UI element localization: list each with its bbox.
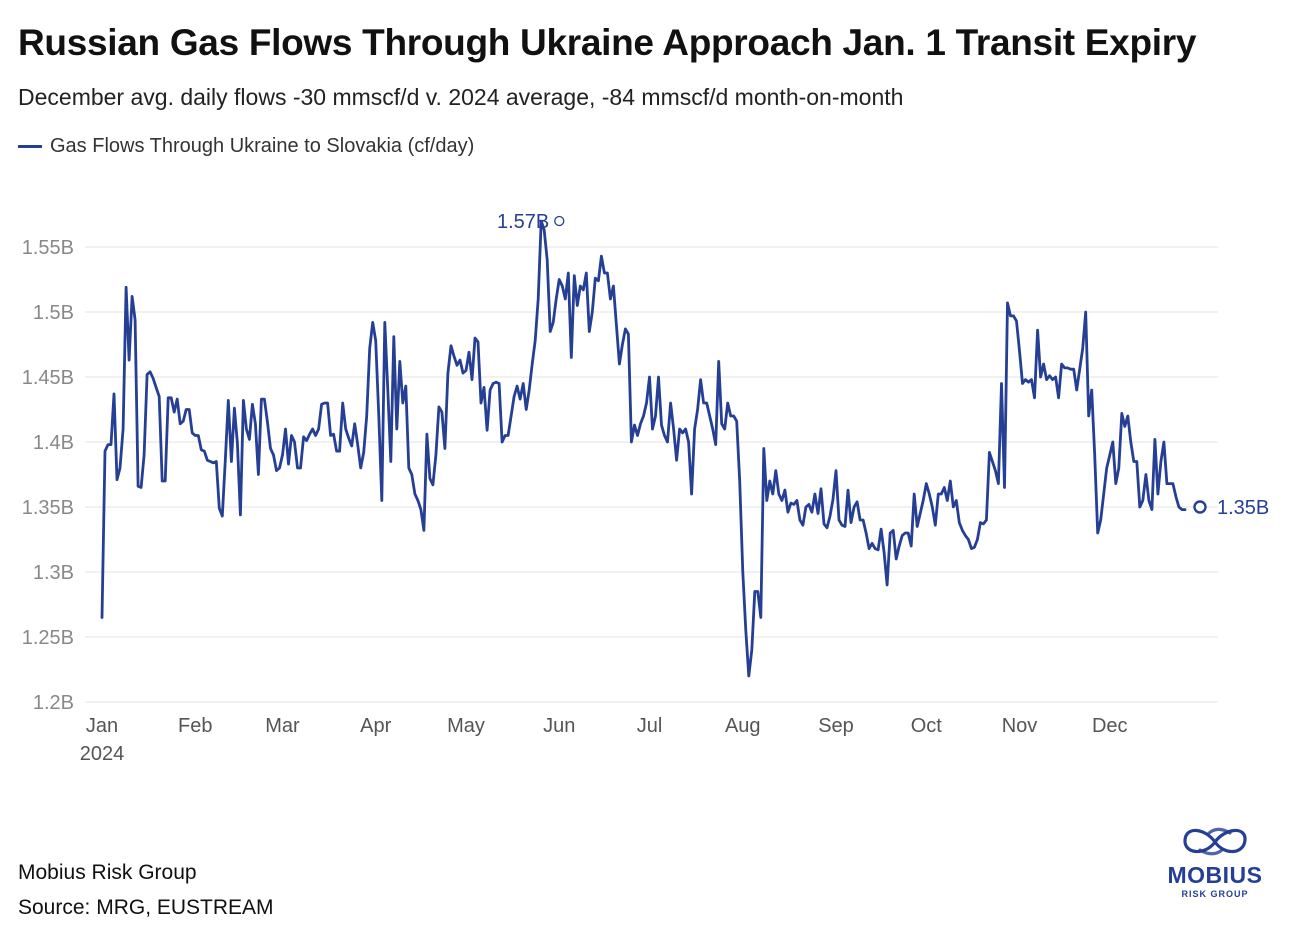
y-tick-label: 1.35B [22,497,74,519]
y-axis: 1.2B 1.25B 1.3B 1.35B 1.4B 1.45B 1.5B 1.55B [22,237,74,714]
peak-label: 1.57B [497,211,549,233]
x-tick-label: Jun [543,715,575,737]
y-tick-label: 1.45B [22,367,74,389]
y-tick-label: 1.25B [22,627,74,649]
mobius-loop-icon [1183,827,1247,856]
footer-source: Source: MRG, EUSTREAM [18,896,274,919]
x-tick-label: Nov [1002,715,1038,737]
legend-swatch [18,145,42,148]
x-tick-label: Oct [911,715,943,737]
last-value-marker [1193,500,1207,514]
company-logo: MOBIUS RISK GROUP [1150,822,1280,902]
gridlines [85,246,1218,703]
y-tick-label: 1.55B [22,237,74,259]
x-tick-label: Jan [86,715,118,737]
chart-legend: Gas Flows Through Ukraine to Slovakia (c… [18,135,474,158]
chart-subtitle: December avg. daily flows -30 mmscf/d v.… [18,84,904,110]
logo-name: MOBIUS [1167,862,1263,888]
y-tick-label: 1.4B [33,432,74,454]
y-tick-label: 1.2B [33,692,74,714]
x-tick-label: Sep [818,715,854,737]
chart-title: Russian Gas Flows Through Ukraine Approa… [18,22,1197,63]
line-chart: 1.2B 1.25B 1.3B 1.35B 1.4B 1.45B 1.5B 1.55B Jan… [22,211,1270,765]
annotations: 1.57B 1.35B [497,211,1269,519]
footer-company: Mobius Risk Group [18,861,197,884]
y-tick-label: 1.5B [33,302,74,324]
x-tick-label: Mar [265,715,300,737]
x-axis: Jan Feb Mar Apr May Jun Jul Aug Sep Oct Nov Dec 2024 [80,715,1128,765]
logo-subtitle: RISK GROUP [1181,889,1249,899]
x-tick-label: Jul [637,715,663,737]
series-layer [100,219,1187,678]
y-tick-label: 1.3B [33,562,74,584]
last-value-label: 1.35B [1217,497,1269,519]
series-line [100,219,1187,678]
x-tick-label: May [447,715,485,737]
x-tick-label: Aug [725,715,761,737]
x-tick-label: Feb [178,715,212,737]
x-tick-label: Dec [1092,715,1128,737]
x-tick-label: Apr [360,715,391,737]
peak-marker [554,215,565,227]
x-year-label: 2024 [80,743,125,765]
legend-label: Gas Flows Through Ukraine to Slovakia (c… [50,135,475,157]
